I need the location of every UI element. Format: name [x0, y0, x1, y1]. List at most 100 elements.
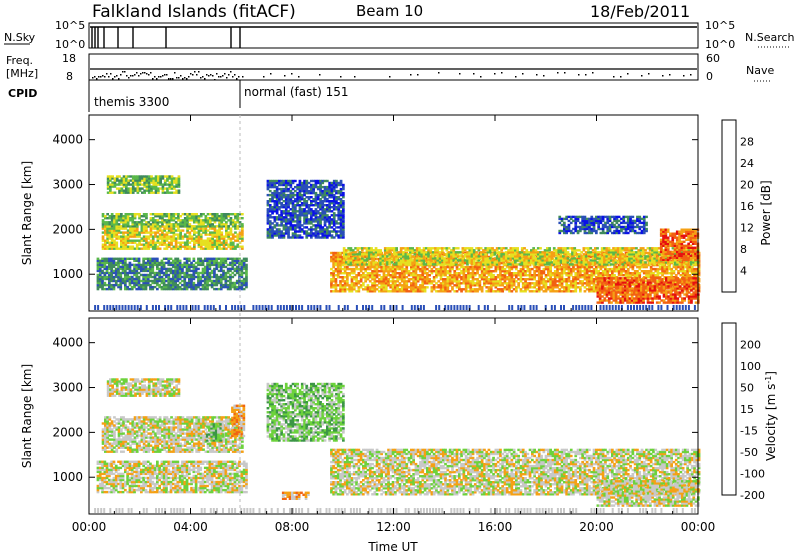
data-cell	[241, 223, 244, 226]
data-cell	[284, 222, 288, 225]
nave-point	[106, 73, 108, 75]
data-cell	[104, 231, 107, 234]
data-cell	[104, 221, 107, 224]
data-cell	[357, 288, 361, 291]
data-cell	[303, 191, 306, 195]
data-cell	[284, 185, 288, 189]
data-cell	[140, 221, 144, 224]
data-cell	[284, 183, 288, 187]
data-cell	[174, 241, 178, 244]
data-cell	[384, 276, 388, 279]
data-cell	[335, 196, 338, 199]
data-cell	[227, 213, 230, 216]
data-cell	[169, 285, 173, 289]
data-cell	[334, 282, 338, 285]
data-cell	[156, 215, 160, 218]
data-cell	[268, 236, 272, 239]
data-cell	[280, 216, 283, 219]
data-cell	[428, 278, 431, 281]
data-cell	[108, 245, 112, 248]
data-cell	[448, 265, 452, 269]
data-cell	[181, 263, 184, 267]
data-cell	[114, 275, 118, 279]
data-cell	[563, 278, 566, 281]
data-cell	[366, 267, 370, 271]
data-cell	[330, 278, 333, 281]
data-cell	[348, 272, 351, 275]
data-cell	[162, 277, 166, 281]
data-cell	[128, 281, 132, 285]
data-cell	[405, 251, 409, 255]
data-cell	[143, 175, 146, 178]
data-cell	[175, 181, 178, 184]
data-cell	[165, 247, 169, 250]
data-cell	[321, 226, 325, 229]
data-cell	[278, 208, 281, 211]
data-cell	[127, 179, 130, 182]
data-cell	[206, 273, 209, 277]
data-cell	[335, 226, 338, 229]
data-cell	[188, 269, 191, 273]
data-cell	[163, 239, 166, 242]
data-cell	[98, 271, 102, 275]
data-cell	[366, 272, 370, 275]
data-cell	[120, 187, 124, 190]
data-cell	[305, 214, 309, 217]
nave-point	[232, 76, 234, 78]
data-cell	[378, 286, 381, 289]
data-cell	[467, 280, 470, 283]
data-cell	[444, 284, 447, 287]
data-cell	[371, 288, 374, 291]
data-cell	[120, 179, 124, 182]
data-cell	[323, 179, 327, 183]
data-cell	[177, 181, 181, 184]
data-cell	[201, 271, 205, 275]
data-cell	[382, 278, 386, 281]
data-cell	[110, 265, 113, 269]
data-cell	[319, 236, 322, 239]
data-cell	[332, 278, 335, 281]
data-cell	[287, 202, 290, 205]
data-cell	[323, 234, 327, 237]
data-cell	[156, 231, 160, 234]
nave-point	[198, 71, 200, 73]
data-cell	[158, 215, 162, 218]
data-cell	[115, 219, 119, 222]
data-cell	[396, 290, 399, 293]
data-cell	[179, 231, 182, 234]
data-cell	[316, 185, 320, 189]
data-cell	[241, 239, 244, 242]
data-cell	[384, 278, 388, 281]
data-cell	[131, 185, 135, 188]
data-cell	[238, 273, 241, 277]
data-cell	[220, 215, 224, 218]
data-cell	[151, 223, 155, 226]
data-cell	[487, 290, 491, 293]
data-cell	[240, 269, 244, 273]
data-cell	[339, 257, 342, 261]
data-cell	[524, 278, 527, 281]
data-cell	[448, 280, 452, 283]
data-cell	[170, 215, 173, 218]
data-cell	[547, 280, 550, 283]
data-cell	[343, 265, 347, 269]
data-cell	[183, 235, 187, 238]
data-cell	[124, 271, 127, 275]
data-cell	[323, 200, 327, 203]
data-cell	[215, 231, 219, 234]
data-cell	[145, 247, 148, 250]
data-cell	[339, 202, 343, 205]
data-cell	[412, 270, 415, 273]
data-cell	[215, 219, 219, 222]
data-cell	[458, 282, 461, 285]
data-cell	[206, 221, 210, 224]
data-cell	[273, 220, 277, 223]
data-cell	[208, 261, 212, 265]
data-cell	[175, 183, 178, 186]
data-cell	[298, 193, 302, 197]
data-cell	[106, 237, 109, 240]
data-cell	[305, 206, 309, 209]
data-cell	[176, 285, 180, 289]
data-cell	[326, 214, 329, 217]
data-cell	[168, 177, 172, 180]
